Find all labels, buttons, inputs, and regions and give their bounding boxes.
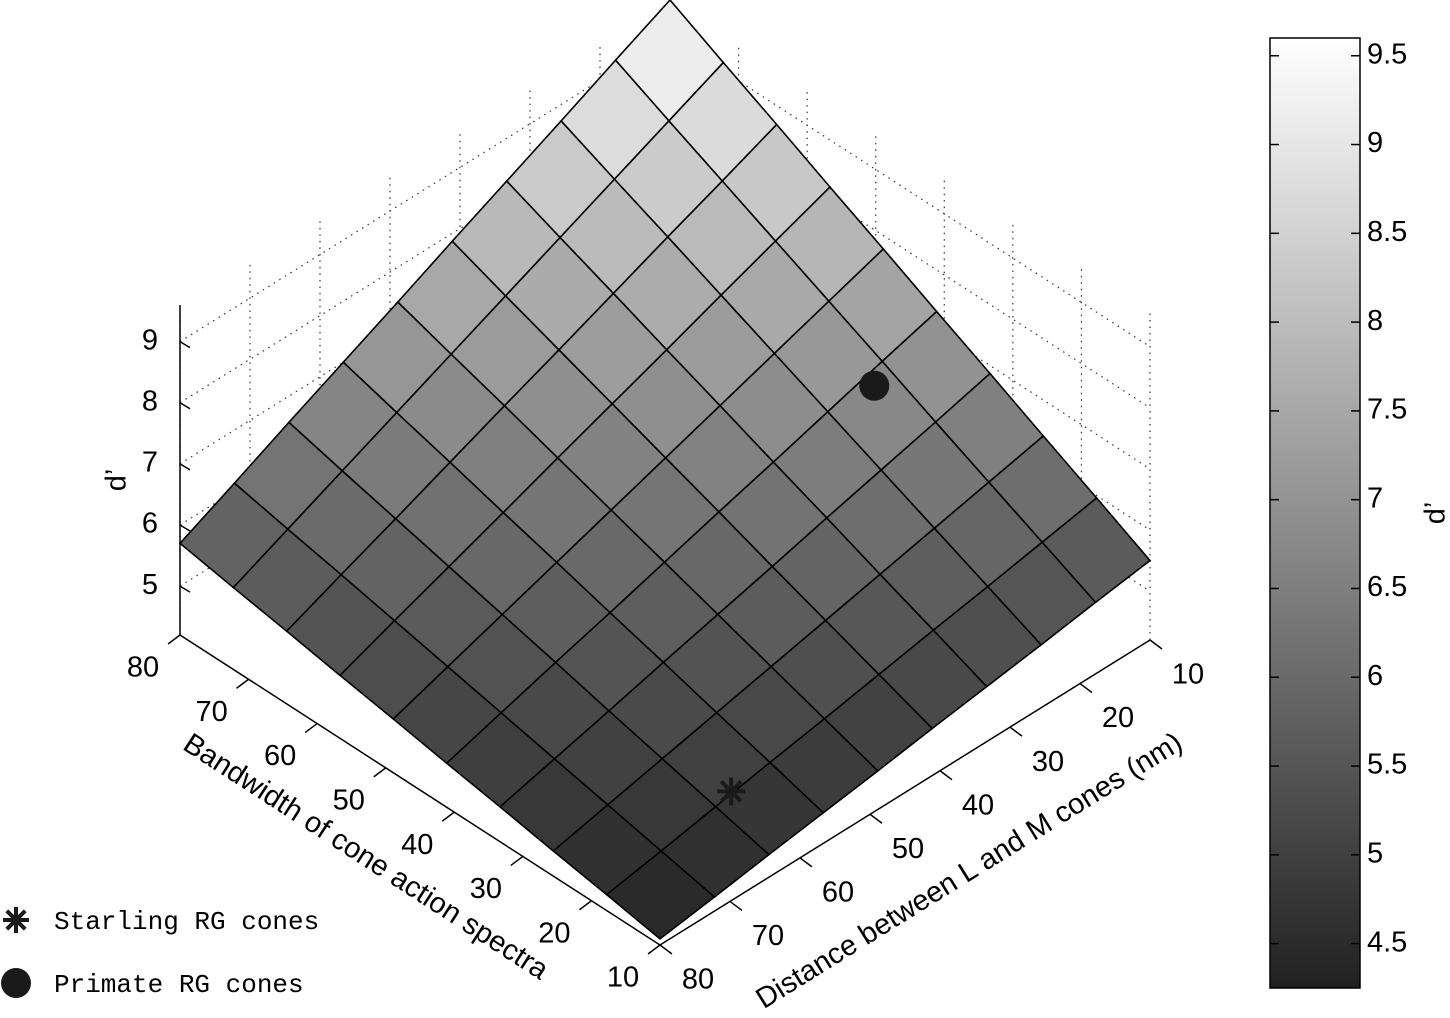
colorbar-tick-label: 6.5 [1367,571,1407,603]
colorbar-tick-label: 6 [1367,660,1383,692]
z-tick [179,585,191,593]
legend-label: Starling RG cones [54,907,319,937]
z-tick-label: 9 [142,324,158,356]
marker [717,777,746,806]
y-tick [236,678,250,689]
marker [3,907,29,933]
y-tick [510,855,524,867]
marker [1,968,31,998]
x-tick-label: 40 [962,789,994,821]
y-tick-label: 50 [333,785,365,817]
x-tick [1149,639,1163,650]
z-tick-label: 8 [142,385,158,417]
y-tick-label: 80 [127,652,159,684]
y-tick [578,900,592,911]
colorbar-tick-label: 5 [1367,837,1383,869]
x-tick [729,900,743,912]
z-tick [179,341,191,349]
z-tick-label: 5 [142,569,158,601]
z-tick [179,524,191,532]
y-tick-label: 40 [401,829,433,861]
z-tick-label: 7 [142,447,158,479]
z-tick [179,402,191,410]
y-axis [179,634,661,946]
x-tick [939,770,953,781]
x-tick [1079,682,1093,694]
y-tick [304,722,318,734]
legend-label: Primate RG cones [54,970,304,1000]
marker-stroke [5,909,27,931]
colorbar-tick-label: 8.5 [1367,216,1407,248]
marker-stroke [719,780,743,803]
colorbar [1269,37,1361,989]
z-axis-label: d’ [101,469,133,492]
colorbar-tick-label: 7 [1367,482,1383,514]
colorbar-tick-label: 5.5 [1367,749,1407,781]
colorbar-tick-label: 7.5 [1367,394,1407,426]
y-tick-label: 60 [264,740,296,772]
y-tick [373,767,387,778]
colorbar-label: d’ [1420,502,1450,525]
x-tick [799,857,813,868]
colorbar-tick-label: 4.5 [1367,926,1407,958]
x-tick-label: 60 [822,877,854,909]
y-tick-label: 30 [470,873,502,905]
y-tick [647,944,661,955]
y-tick-label: 20 [538,917,570,949]
colorbar-tick-label: 8 [1367,305,1383,337]
z-tick [179,463,191,471]
x-tick [659,944,673,955]
colorbar-tick-label: 9.5 [1367,38,1407,70]
x-tick [1009,726,1023,737]
surface-patch [605,849,716,940]
y-tick [441,811,455,822]
marker [859,370,890,401]
y-tick [167,634,181,645]
x-tick-label: 80 [682,964,714,996]
x-axis [659,639,1151,946]
x-tick-label: 50 [892,833,924,865]
z-tick-label: 6 [142,508,158,540]
x-tick [869,813,883,824]
y-tick-label: 70 [195,696,227,728]
x-tick-label: 10 [1172,659,1204,691]
y-tick-label: 10 [607,962,639,994]
x-tick-label: 20 [1102,702,1134,734]
x-tick-label: 70 [752,920,784,952]
x-tick-label: 30 [1032,746,1064,778]
colorbar-tick-label: 9 [1367,127,1383,159]
